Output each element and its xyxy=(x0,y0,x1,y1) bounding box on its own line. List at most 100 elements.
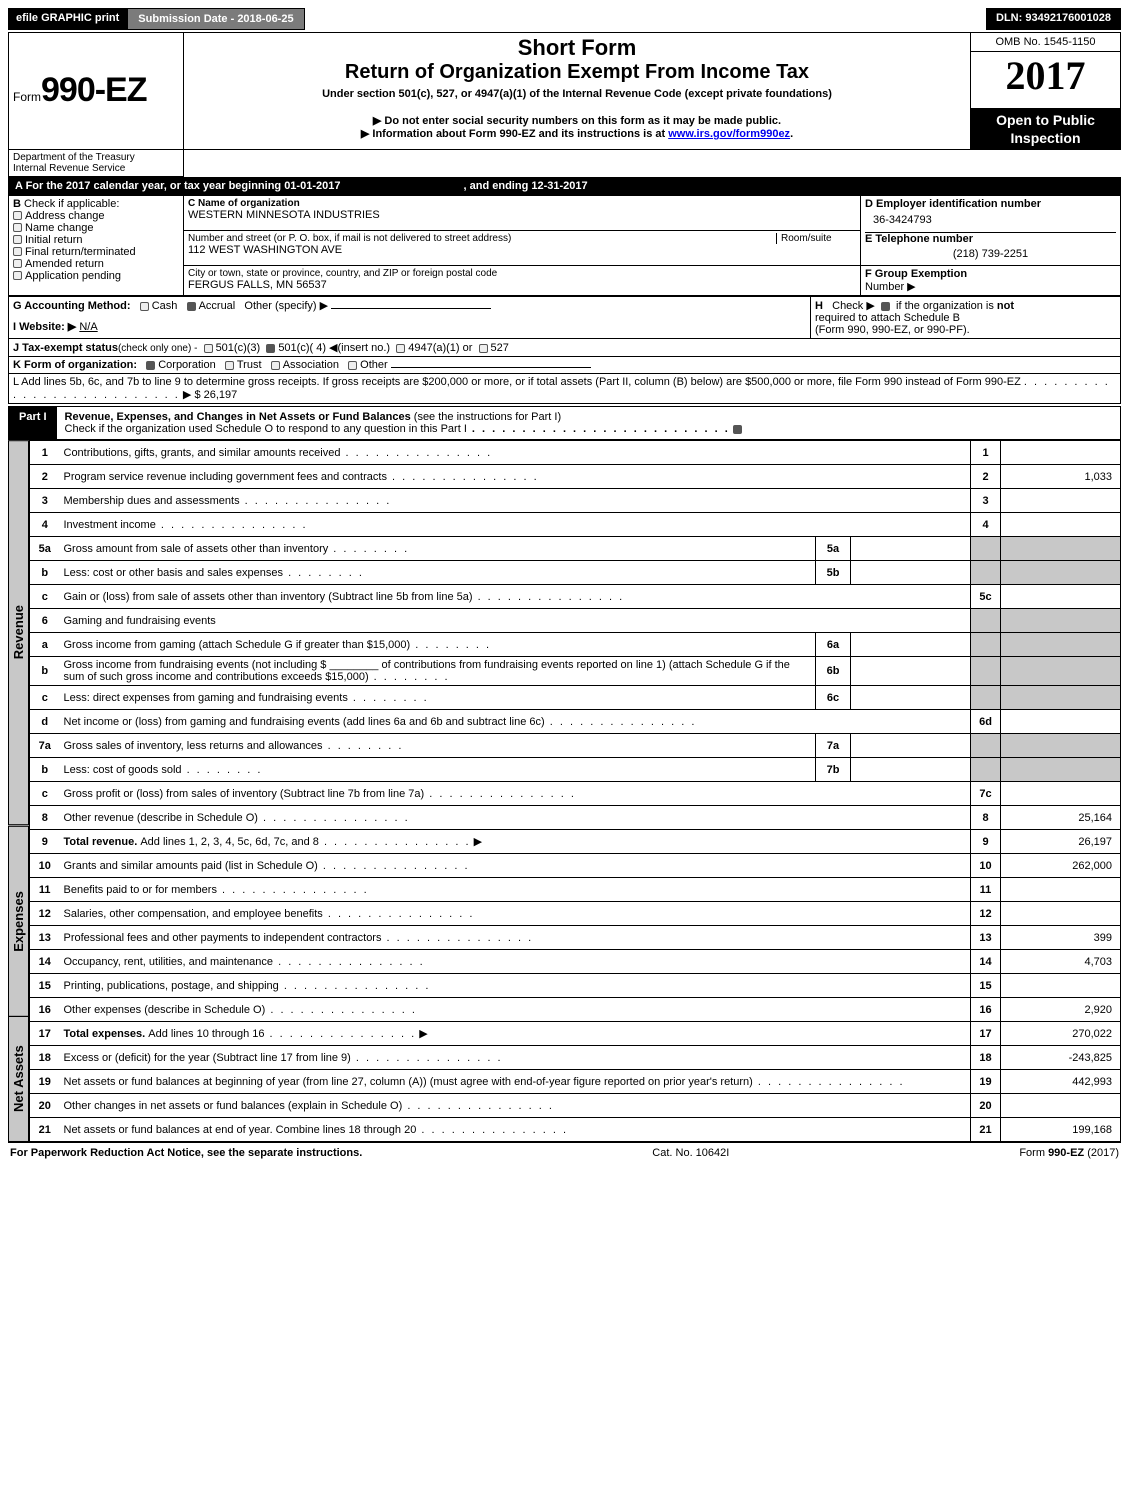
checkbox-icon xyxy=(13,247,22,256)
part1-label: Part I xyxy=(9,407,57,439)
open-to-public: Open to Public Inspection xyxy=(971,108,1121,149)
f-label: F Group Exemption xyxy=(865,268,967,280)
line-ref: 2 xyxy=(971,465,1001,489)
line-amt-shade xyxy=(1001,537,1121,561)
part1-title: Revenue, Expenses, and Changes in Net As… xyxy=(57,407,1120,439)
footer-right: Form 990-EZ (2017) xyxy=(1019,1147,1119,1159)
line-number: 6 xyxy=(30,609,60,633)
line-amt-shade xyxy=(1001,633,1121,657)
line-number: c xyxy=(30,782,60,806)
table-row: 19Net assets or fund balances at beginni… xyxy=(30,1070,1121,1094)
subline-value xyxy=(851,686,971,710)
section-a-bar: A For the 2017 calendar year, or tax yea… xyxy=(8,177,1121,195)
table-row: 17Total expenses. Add lines 10 through 1… xyxy=(30,1022,1121,1046)
netassets-side-label: Net Assets xyxy=(8,1016,29,1142)
table-row: dNet income or (loss) from gaming and fu… xyxy=(30,710,1121,734)
form-label: Form xyxy=(13,90,41,104)
section-b-f: B Check if applicable: Address change Na… xyxy=(8,195,1121,297)
dept-treasury: Department of the Treasury xyxy=(13,152,179,163)
line-number: b xyxy=(30,758,60,782)
line-desc: Grants and similar amounts paid (list in… xyxy=(60,854,971,878)
line-number: 5a xyxy=(30,537,60,561)
c-org-name: WESTERN MINNESOTA INDUSTRIES xyxy=(188,209,856,221)
submission-date: Submission Date - 2018-06-25 xyxy=(127,8,304,30)
line-number: b xyxy=(30,657,60,686)
b-opt-final[interactable]: Final return/terminated xyxy=(13,246,179,258)
line-desc: Occupancy, rent, utilities, and maintena… xyxy=(60,950,971,974)
line-desc: Membership dues and assessments xyxy=(60,489,971,513)
b-opt-initial[interactable]: Initial return xyxy=(13,234,179,246)
line-ref: 20 xyxy=(971,1094,1001,1118)
line-desc: Gain or (loss) from sale of assets other… xyxy=(60,585,971,609)
table-row: 14Occupancy, rent, utilities, and mainte… xyxy=(30,950,1121,974)
line-ref: 7c xyxy=(971,782,1001,806)
line-ref: 3 xyxy=(971,489,1001,513)
title-cell: Short Form Return of Organization Exempt… xyxy=(184,33,971,109)
form-990ez-page: efile GRAPHIC print Submission Date - 20… xyxy=(0,0,1129,1171)
line-amount: 270,022 xyxy=(1001,1022,1121,1046)
dln-label: DLN: 93492176001028 xyxy=(986,8,1121,30)
k-cell: K Form of organization: Corporation Trus… xyxy=(9,357,1121,374)
line-ref: 6d xyxy=(971,710,1001,734)
part1-header: Part I Revenue, Expenses, and Changes in… xyxy=(8,406,1121,440)
line-number: 1 xyxy=(30,441,60,465)
form-number-cell: Form990-EZ xyxy=(9,33,184,150)
table-row: 20Other changes in net assets or fund ba… xyxy=(30,1094,1121,1118)
revenue-side-label: Revenue xyxy=(8,440,29,825)
side-labels: Revenue Expenses Net Assets xyxy=(8,440,29,1142)
line-amount xyxy=(1001,710,1121,734)
header-table: Form990-EZ Short Form Return of Organiza… xyxy=(8,32,1121,177)
checkbox-checked-icon xyxy=(733,425,742,434)
line-amount xyxy=(1001,878,1121,902)
irs-link[interactable]: www.irs.gov/form990ez xyxy=(668,128,790,140)
line-number: a xyxy=(30,633,60,657)
g-cell: G Accounting Method: Cash Accrual Other … xyxy=(9,297,811,318)
line-amt-shade xyxy=(1001,609,1121,633)
h-cell: H Check ▶ if the organization is not req… xyxy=(811,297,1121,339)
line-ref-shade xyxy=(971,734,1001,758)
checkbox-icon xyxy=(479,344,488,353)
line-amount xyxy=(1001,489,1121,513)
b-opt-pending[interactable]: Application pending xyxy=(13,270,179,282)
line-amount: -243,825 xyxy=(1001,1046,1121,1070)
expenses-side-label: Expenses xyxy=(8,826,29,1017)
line-number: 2 xyxy=(30,465,60,489)
right-header-cell: OMB No. 1545-1150 2017 xyxy=(971,33,1121,109)
part1-body: Revenue Expenses Net Assets 1Contributio… xyxy=(8,440,1121,1142)
i-cell: I Website: ▶ N/A xyxy=(9,318,811,339)
line-number: 12 xyxy=(30,902,60,926)
line-desc: Other changes in net assets or fund bala… xyxy=(60,1094,971,1118)
subline-label: 6c xyxy=(816,686,851,710)
footer-left: For Paperwork Reduction Act Notice, see … xyxy=(10,1147,362,1159)
irs-label: Internal Revenue Service xyxy=(13,163,179,174)
line-amount xyxy=(1001,974,1121,998)
table-row: 7aGross sales of inventory, less returns… xyxy=(30,734,1121,758)
b-opt-name[interactable]: Name change xyxy=(13,222,179,234)
notes-cell: Do not enter social security numbers on … xyxy=(184,108,971,149)
line-number: 15 xyxy=(30,974,60,998)
line-desc: Professional fees and other payments to … xyxy=(60,926,971,950)
subline-label: 6b xyxy=(816,657,851,686)
b-opt-amended[interactable]: Amended return xyxy=(13,258,179,270)
note-info: ▶ Information about Form 990-EZ and its … xyxy=(204,127,950,140)
line-amt-shade xyxy=(1001,734,1121,758)
b-label: B xyxy=(13,198,21,210)
b-opt-address[interactable]: Address change xyxy=(13,210,179,222)
table-row: bLess: cost of goods sold7b xyxy=(30,758,1121,782)
under-section-text: Under section 501(c), 527, or 4947(a)(1)… xyxy=(188,84,966,106)
table-row: 1Contributions, gifts, grants, and simil… xyxy=(30,441,1121,465)
line-number: b xyxy=(30,561,60,585)
line-amt-shade xyxy=(1001,686,1121,710)
line-ref: 1 xyxy=(971,441,1001,465)
subline-value xyxy=(851,734,971,758)
d-ein: 36-3424793 xyxy=(865,210,1116,233)
line-number: 16 xyxy=(30,998,60,1022)
table-row: 9Total revenue. Add lines 1, 2, 3, 4, 5c… xyxy=(30,830,1121,854)
subline-label: 5b xyxy=(816,561,851,585)
line-ref: 19 xyxy=(971,1070,1001,1094)
short-form-title: Short Form xyxy=(188,35,966,61)
line-number: 11 xyxy=(30,878,60,902)
subline-label: 7a xyxy=(816,734,851,758)
checkbox-icon xyxy=(13,271,22,280)
page-footer: For Paperwork Reduction Act Notice, see … xyxy=(8,1142,1121,1163)
